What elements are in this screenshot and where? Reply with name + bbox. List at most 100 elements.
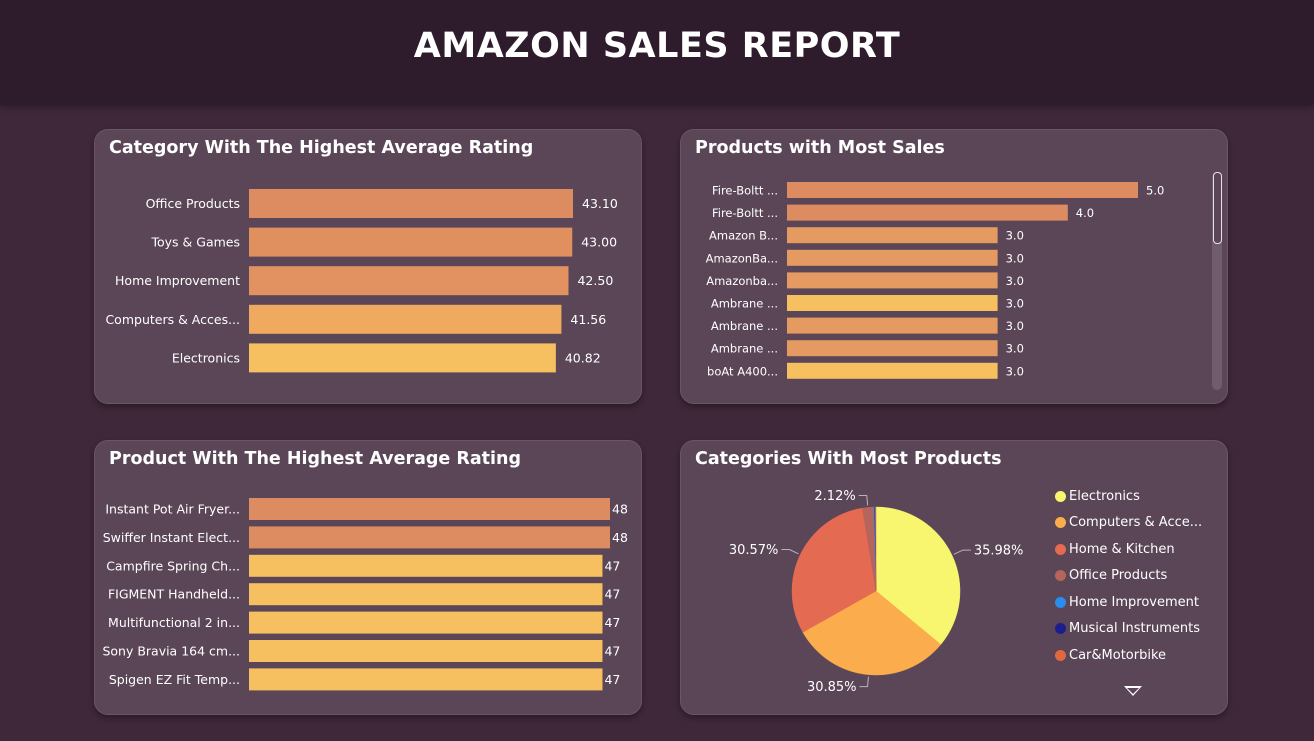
category-label: Computers & Acces... xyxy=(105,312,240,327)
data-label: 47 xyxy=(604,644,620,659)
bar[interactable] xyxy=(249,611,603,634)
product-sales-chart: Fire-Boltt ... 5.0 Fire-Boltt ... 4.0 Amazon… xyxy=(706,182,1164,379)
data-label: 47 xyxy=(604,558,620,573)
bar[interactable] xyxy=(249,554,603,577)
category-label: Instant Pot Air Fryer... xyxy=(105,502,240,517)
data-label: 43.00 xyxy=(581,235,617,250)
data-label: 4.0 xyxy=(1076,206,1094,220)
legend-scroll-down-icon[interactable] xyxy=(1124,686,1142,696)
bar[interactable] xyxy=(787,317,998,334)
category-label: Sony Bravia 164 cm... xyxy=(102,644,240,659)
leader-line xyxy=(859,676,869,688)
leader-line xyxy=(858,494,869,506)
category-label: AmazonBa... xyxy=(706,251,778,265)
bar[interactable] xyxy=(249,266,569,296)
legend-swatch xyxy=(1055,649,1066,661)
bar[interactable] xyxy=(249,583,603,606)
bar[interactable] xyxy=(249,343,556,373)
slice-label: 30.85% xyxy=(807,680,857,695)
legend-item[interactable]: Home & Kitchen xyxy=(1055,536,1225,563)
legend-swatch xyxy=(1055,596,1066,608)
legend-item[interactable]: Computers & Acce... xyxy=(1055,510,1225,537)
category-rating-chart: Office Products 43.10 Toys & Games 43.00 Hom… xyxy=(105,189,618,373)
report-header: AMAZON SALES REPORT xyxy=(0,0,1314,105)
legend-label: Home & Kitchen xyxy=(1069,541,1175,557)
legend-swatch xyxy=(1055,517,1066,529)
data-label: 3.0 xyxy=(1006,229,1024,243)
bar[interactable] xyxy=(787,204,1068,221)
pie-slice[interactable] xyxy=(802,590,942,676)
bar[interactable] xyxy=(249,189,573,218)
legend-swatch xyxy=(1055,570,1066,582)
slice-label: 35.98% xyxy=(974,544,1024,559)
category-label: Electronics xyxy=(172,350,240,365)
data-label: 41.56 xyxy=(570,312,606,327)
data-label: 42.50 xyxy=(577,273,613,288)
chart-scrollbar[interactable] xyxy=(1212,172,1222,390)
data-label: 47 xyxy=(604,672,620,687)
category-label: Campfire Spring Ch... xyxy=(106,558,240,573)
slice-label: 2.12% xyxy=(814,489,855,504)
legend-item[interactable]: Home Improvement xyxy=(1055,589,1225,616)
data-label: 48 xyxy=(612,502,628,517)
slice-label: 30.57% xyxy=(729,543,779,558)
data-label: 40.82 xyxy=(565,350,601,365)
data-label: 47 xyxy=(604,615,620,630)
data-label: 47 xyxy=(604,587,620,602)
category-label: boAt A400... xyxy=(707,364,778,378)
card-title: Product With The Highest Average Rating xyxy=(109,449,522,469)
category-products-card[interactable]: Categories With Most Products 35.98% 30.8… xyxy=(680,440,1228,715)
category-label: Ambrane ... xyxy=(711,342,778,356)
chart-scrollbar-thumb[interactable] xyxy=(1213,172,1222,244)
category-label: Ambrane ... xyxy=(711,297,778,311)
bar[interactable] xyxy=(787,272,998,289)
bar[interactable] xyxy=(249,640,603,662)
legend-label: Computers & Acce... xyxy=(1069,515,1203,531)
category-label: Amazon B... xyxy=(709,229,778,243)
leader-line xyxy=(781,548,799,555)
legend-item[interactable]: Office Products xyxy=(1055,563,1225,590)
category-products-pie: 35.98% 30.85% 30.57% 2.12% xyxy=(729,489,1024,695)
bar[interactable] xyxy=(787,182,1138,198)
legend-label: Musical Instruments xyxy=(1069,621,1200,637)
data-label: 3.0 xyxy=(1006,364,1024,378)
bar[interactable] xyxy=(787,249,998,266)
pie-slice[interactable] xyxy=(875,506,877,592)
legend-label: Car&Motorbike xyxy=(1069,647,1167,663)
bar[interactable] xyxy=(249,668,603,691)
legend-label: Office Products xyxy=(1069,568,1168,584)
leader-line xyxy=(953,549,971,555)
data-label: 3.0 xyxy=(1006,319,1024,333)
card-title: Category With The Highest Average Rating xyxy=(109,138,534,158)
category-label: FIGMENT Handheld... xyxy=(108,587,240,602)
pie-legend: Electronics Computers & Acce... Home & Kit… xyxy=(1055,483,1225,669)
data-label: 3.0 xyxy=(1006,251,1024,265)
bar[interactable] xyxy=(249,304,562,334)
legend-label: Home Improvement xyxy=(1069,594,1199,610)
card-title: Products with Most Sales xyxy=(695,138,945,158)
category-label: Multifunctional 2 in... xyxy=(108,615,240,630)
legend-item[interactable]: Musical Instruments xyxy=(1055,616,1225,643)
legend-label: Electronics xyxy=(1069,488,1140,504)
legend-item[interactable]: Electronics xyxy=(1055,483,1225,510)
bar[interactable] xyxy=(249,526,610,549)
data-label: 5.0 xyxy=(1146,184,1164,198)
bar[interactable] xyxy=(249,498,610,520)
product-rating-card[interactable]: Product With The Highest Average Rating … xyxy=(94,440,642,715)
pie-slice[interactable] xyxy=(875,506,961,645)
legend-swatch xyxy=(1055,490,1066,502)
category-label: Swiffer Instant Elect... xyxy=(103,530,240,545)
bar[interactable] xyxy=(787,227,998,244)
category-rating-card[interactable]: Category With The Highest Average Rating… xyxy=(94,129,642,404)
bar[interactable] xyxy=(787,340,998,357)
category-label: Home Improvement xyxy=(115,273,240,288)
pie-slice[interactable] xyxy=(791,507,877,633)
product-sales-card[interactable]: Products with Most Sales Fire-Boltt ... 5… xyxy=(680,129,1228,404)
bar[interactable] xyxy=(787,295,998,311)
bar[interactable] xyxy=(787,362,998,379)
data-label: 48 xyxy=(612,530,628,545)
bar[interactable] xyxy=(249,227,573,257)
category-label: Office Products xyxy=(146,196,240,211)
legend-item[interactable]: Car&Motorbike xyxy=(1055,642,1225,669)
data-label: 3.0 xyxy=(1006,274,1024,288)
